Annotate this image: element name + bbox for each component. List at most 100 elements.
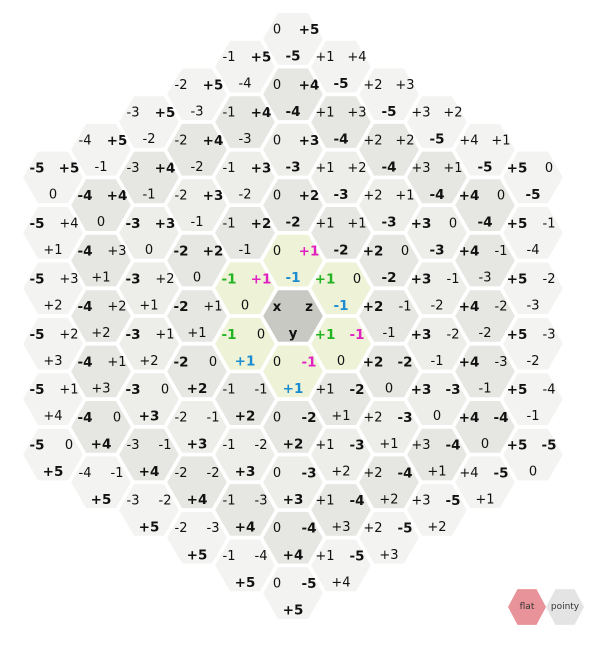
hex-cell[interactable]: -2 -1 +3 <box>164 399 230 455</box>
hex-shape <box>260 565 326 621</box>
hex-cell[interactable]: +5 -3-2 <box>500 315 566 372</box>
hex-cell[interactable]: +5 -2-3 <box>500 260 566 317</box>
hex-cell[interactable]: 0 -2 +2 <box>260 399 326 455</box>
hex-cell[interactable]: -4 +5 -1 <box>68 121 134 178</box>
hex-cell[interactable]: -3 +4 -1 <box>116 149 182 206</box>
hex-cell[interactable]: +4 -3-1 <box>452 343 518 400</box>
hex-cell[interactable]: +1 -1 0 <box>308 315 374 372</box>
hex-cell[interactable]: +4 -2-2 <box>452 288 518 344</box>
coord-q-label: -1 <box>223 216 236 231</box>
hex-cell[interactable]: +5 -1-4 <box>500 205 566 261</box>
hex-cell[interactable]: +2 -1-1 <box>356 288 422 344</box>
hex-cell[interactable]: +1 +2 -3 <box>308 149 374 206</box>
hex-cell[interactable]: -3 +30 <box>116 205 182 261</box>
hex-cell[interactable]: +4 0-4 <box>452 177 518 233</box>
hex-cell[interactable]: +3 0-3 <box>404 205 470 261</box>
coord-q-label: -1 <box>223 438 236 453</box>
hex-cell[interactable]: +3 +1 -4 <box>404 149 470 206</box>
hex-cell[interactable]: -1 0+1 <box>212 315 278 372</box>
hex-cell[interactable]: +4 -5+1 <box>452 454 518 511</box>
hex-cell[interactable]: -3 +5 -2 <box>116 94 182 150</box>
hex-cell[interactable]: -1 +5 -4 <box>212 38 278 95</box>
hex-cell[interactable]: -1 +4 -3 <box>212 94 278 150</box>
hex-cell[interactable]: -2 -3 +5 <box>164 509 230 566</box>
hex-cell[interactable]: -5 0+5 <box>20 426 86 483</box>
hex-cell[interactable]: -1 -2 +3 <box>212 426 278 483</box>
hex-cell[interactable]: +1 +3 -4 <box>308 94 374 150</box>
hex-cell[interactable]: +2 +1 -3 <box>356 177 422 233</box>
hex-cell[interactable]: +4 -4 0 <box>452 399 518 455</box>
hex-cell[interactable]: +1 -4+3 <box>308 482 374 538</box>
hex-cell[interactable]: +5 0-5 <box>500 149 566 206</box>
hex-cell[interactable]: -1 -1 +2 <box>212 371 278 427</box>
hex-cell[interactable]: -5 +4 +1 <box>20 205 86 261</box>
hex-cell[interactable]: 0 +3 -3 <box>260 121 326 178</box>
hex-cell[interactable]: +2 +2-4 <box>356 121 422 178</box>
hex-cell[interactable]: -3 -1 +4 <box>116 426 182 483</box>
hex-cell[interactable]: +2 -4+2 <box>356 454 422 511</box>
hex-cell[interactable]: +2 -2 0 <box>356 343 422 400</box>
hex-cell[interactable]: -2 +4 -2 <box>164 121 230 178</box>
hex-cell[interactable]: -4 +1 +3 <box>68 343 134 400</box>
coord-s-label: +3 <box>59 272 78 287</box>
hex-shape <box>356 121 422 178</box>
hex-cell[interactable]: +2 0-2 <box>356 232 422 289</box>
hex-cell[interactable]: +3 -4+1 <box>404 426 470 483</box>
hex-cell[interactable]: +1 -3+2 <box>308 426 374 483</box>
hex-cell[interactable]: +4 -1-3 <box>452 232 518 289</box>
hex-cell[interactable]: 0 +4 -4 <box>260 66 326 123</box>
hex-cell[interactable]: 0 -5 +5 <box>260 565 326 621</box>
hex-cell[interactable]: -5 +1 +4 <box>20 371 86 427</box>
hex-cell[interactable]: +3 +2 -5 <box>404 94 470 150</box>
hex-cell[interactable]: 0 -4 +4 <box>260 509 326 566</box>
hex-cell[interactable]: +4 +1 -5 <box>452 121 518 178</box>
hex-cell[interactable]: +3 -3 0 <box>404 371 470 427</box>
hex-cell[interactable]: -1 +3 -2 <box>212 149 278 206</box>
hex-cell[interactable]: -4 -1 +5 <box>68 454 134 511</box>
hex-cell[interactable]: -4 +40 <box>68 177 134 233</box>
hex-cell[interactable]: +1 -5+4 <box>308 537 374 594</box>
hex-cell[interactable]: -2 +1 +1 <box>164 288 230 344</box>
hex-cell[interactable]: -3 +1 +2 <box>116 315 182 372</box>
hex-cell[interactable]: -2 +3 -1 <box>164 177 230 233</box>
hex-cell[interactable]: -2 0+2 <box>164 343 230 400</box>
hex-cell[interactable]: +5 -4-1 <box>500 371 566 427</box>
hex-shape <box>308 426 374 483</box>
hex-cell[interactable]: +1 +4 -5 <box>308 38 374 95</box>
hex-cell[interactable]: 0 +5 -5 <box>260 11 326 67</box>
hex-cell[interactable]: -2 -2 +4 <box>164 454 230 511</box>
hex-cell[interactable]: -1 -4 +5 <box>212 537 278 594</box>
hex-cell[interactable]: 0 -1 +1 <box>260 343 326 400</box>
hex-cell[interactable]: +2 -5+3 <box>356 509 422 566</box>
hex-cell[interactable]: +3 -2-1 <box>404 315 470 372</box>
hex-cell[interactable]: -5 +50 <box>20 149 86 206</box>
hex-cell[interactable]: -1 +2 -1 <box>212 205 278 261</box>
hex-cell[interactable]: -3 +2 +1 <box>116 260 182 317</box>
coord-q-label: +3 <box>411 382 432 398</box>
coord-q-label: +4 <box>459 410 480 426</box>
hex-cell[interactable]: -3 0+3 <box>116 371 182 427</box>
hex-cell[interactable]: -4 +2 +2 <box>68 288 134 344</box>
hex-cell[interactable]: 0 +1 -1 <box>260 232 326 289</box>
hex-cell[interactable]: +2 +3 -5 <box>356 66 422 123</box>
hex-cell[interactable]: +1 -2+1 <box>308 371 374 427</box>
hex-cell[interactable]: -4 0+4 <box>68 399 134 455</box>
hex-cell[interactable]: -3 -2 +5 <box>116 482 182 538</box>
hex-cell[interactable]: -2 +5 -3 <box>164 66 230 123</box>
hex-shape <box>404 482 470 538</box>
hex-cell[interactable]: +1 0 -1 <box>308 260 374 317</box>
hex-cell[interactable]: -1 +10 <box>212 260 278 317</box>
hex-cell[interactable]: 0 -3 +3 <box>260 454 326 511</box>
hex-cell[interactable]: +5 -5 0 <box>500 426 566 483</box>
hex-cell[interactable]: x zy <box>260 288 326 344</box>
hex-cell[interactable]: 0 +2 -2 <box>260 177 326 233</box>
hex-cell[interactable]: -1 -3 +4 <box>212 482 278 538</box>
hex-cell[interactable]: +3 -1-2 <box>404 260 470 317</box>
hex-cell[interactable]: +3 -5+2 <box>404 482 470 538</box>
hex-cell[interactable]: -2 +20 <box>164 232 230 289</box>
hex-cell[interactable]: -4 +3 +1 <box>68 232 134 289</box>
hex-cell[interactable]: +1 +1-2 <box>308 205 374 261</box>
hex-cell[interactable]: -5 +2 +3 <box>20 315 86 372</box>
hex-cell[interactable]: +2 -3+1 <box>356 399 422 455</box>
hex-cell[interactable]: -5 +3 +2 <box>20 260 86 317</box>
